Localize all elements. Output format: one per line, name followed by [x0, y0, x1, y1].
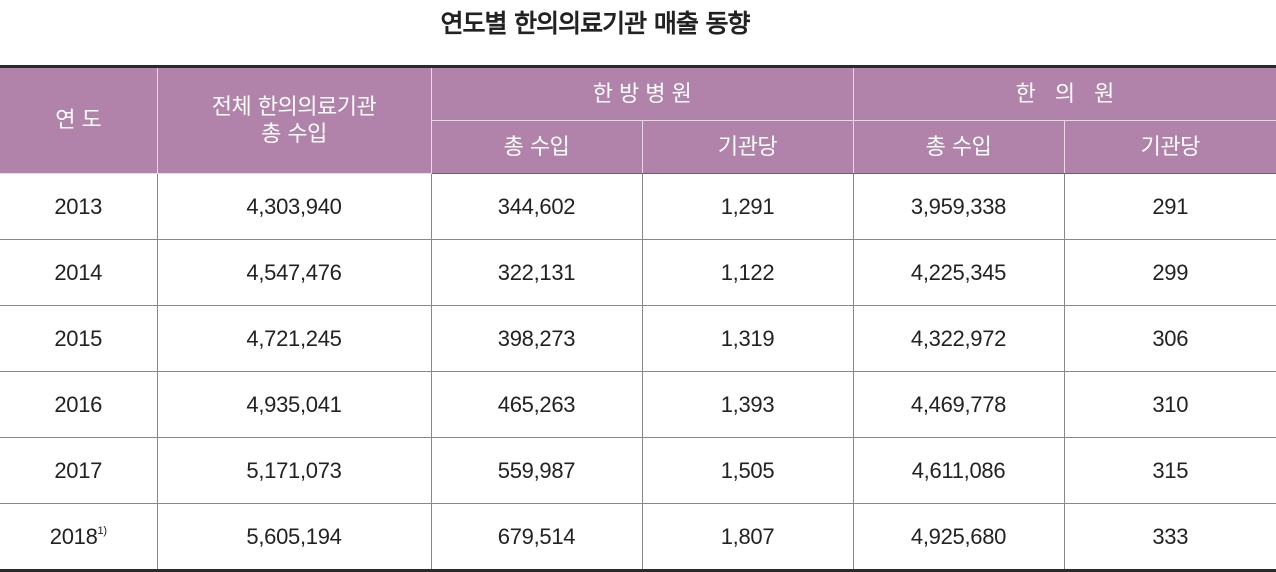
- cell-total-revenue: 4,935,041: [156, 371, 432, 438]
- cell-hospital-per: 1,122: [641, 239, 854, 306]
- table-row: 20181) 5,605,194 679,514 1,807 4,925,680 333: [0, 503, 1276, 571]
- cell-total-revenue: 5,605,194: [156, 503, 432, 571]
- table-title: 연도별 한의의료기관 매출 동향: [440, 9, 750, 38]
- cell-clinic-per: 315: [1063, 437, 1276, 504]
- cell-hospital-total: 322,131: [430, 239, 643, 306]
- cell-year: 2014: [0, 239, 158, 306]
- header-clinic-per-institution: 기관당: [1063, 120, 1276, 174]
- revenue-table: 연 도 전체 한의의료기관 총 수입 한 방 병 원 한 의 원 총 수입 기관…: [0, 65, 1276, 572]
- header-hospital-per-institution: 기관당: [641, 120, 854, 174]
- table-row: 2017 5,171,073 559,987 1,505 4,611,086 315: [0, 437, 1276, 504]
- year-value: 2015: [54, 325, 103, 351]
- table-row: 2014 4,547,476 322,131 1,122 4,225,345 299: [0, 239, 1276, 306]
- header-hospital-total: 총 수입: [431, 120, 643, 174]
- cell-year: 2013: [0, 173, 158, 240]
- table-row: 2016 4,935,041 465,263 1,393 4,469,778 310: [0, 371, 1276, 438]
- cell-year: 2015: [0, 305, 158, 372]
- cell-clinic-total: 4,611,086: [852, 437, 1065, 504]
- cell-hospital-total: 679,514: [430, 503, 643, 571]
- cell-hospital-total: 398,273: [430, 305, 643, 372]
- cell-clinic-per: 299: [1063, 239, 1276, 306]
- cell-hospital-per: 1,319: [641, 305, 854, 372]
- cell-hospital-total: 465,263: [430, 371, 643, 438]
- cell-hospital-total: 559,987: [430, 437, 643, 504]
- table-row: 2013 4,303,940 344,602 1,291 3,959,338 291: [0, 173, 1276, 240]
- cell-clinic-total: 4,925,680: [852, 503, 1065, 571]
- cell-clinic-per: 333: [1063, 503, 1276, 571]
- cell-clinic-per: 310: [1063, 371, 1276, 438]
- cell-year: 2016: [0, 371, 158, 438]
- header-clinic-total: 총 수입: [852, 120, 1065, 174]
- header-korean-medicine-hospital: 한 방 병 원: [430, 66, 854, 121]
- header-year: 연 도: [0, 66, 158, 174]
- cell-hospital-per: 1,807: [641, 503, 854, 571]
- header-korean-medicine-clinic: 한 의 원: [852, 66, 1276, 121]
- year-value: 2018: [49, 523, 98, 549]
- year-value: 2017: [54, 457, 103, 483]
- cell-clinic-total: 4,469,778: [852, 371, 1065, 438]
- cell-clinic-per: 291: [1063, 173, 1276, 240]
- year-value: 2013: [54, 193, 103, 219]
- cell-total-revenue: 4,721,245: [156, 305, 432, 372]
- cell-total-revenue: 5,171,073: [156, 437, 432, 504]
- cell-total-revenue: 4,303,940: [156, 173, 432, 240]
- table-row: 2015 4,721,245 398,273 1,319 4,322,972 306: [0, 305, 1276, 372]
- cell-total-revenue: 4,547,476: [156, 239, 432, 306]
- cell-clinic-total: 3,959,338: [852, 173, 1065, 240]
- header-total-line2: 총 수입: [261, 121, 327, 147]
- cell-hospital-per: 1,393: [641, 371, 854, 438]
- cell-hospital-total: 344,602: [430, 173, 643, 240]
- cell-hospital-per: 1,505: [641, 437, 854, 504]
- cell-year: 20181): [0, 503, 158, 571]
- cell-clinic-total: 4,322,972: [852, 305, 1065, 372]
- cell-year: 2017: [0, 437, 158, 504]
- year-value: 2014: [54, 259, 103, 285]
- cell-clinic-per: 306: [1063, 305, 1276, 372]
- cell-hospital-per: 1,291: [641, 173, 854, 240]
- cell-clinic-total: 4,225,345: [852, 239, 1065, 306]
- footnote-marker: 1): [97, 524, 107, 537]
- header-total-line1: 전체 한의의료기관: [211, 94, 377, 120]
- year-value: 2016: [54, 391, 103, 417]
- header-total-revenue: 전체 한의의료기관 총 수입: [156, 66, 432, 174]
